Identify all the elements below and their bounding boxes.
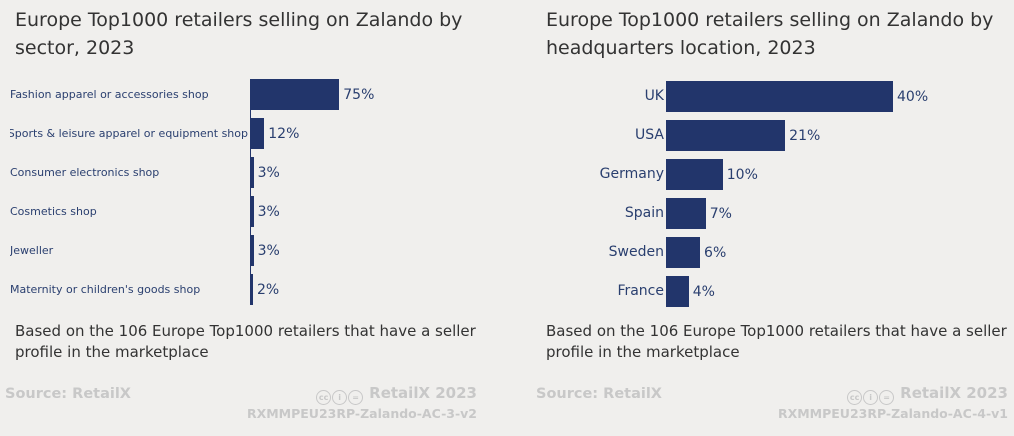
bar — [250, 79, 340, 110]
bar — [250, 235, 254, 266]
value-label: 40% — [897, 88, 929, 105]
license-icons: cc i = — [847, 390, 895, 405]
value-label: 4% — [692, 283, 715, 300]
category-label: ‎Cosmetics shop‎ — [10, 205, 97, 218]
brand-text: RetailX 2023 — [369, 384, 477, 402]
value-label: 6% — [704, 244, 727, 261]
value-label: 3% — [257, 242, 280, 259]
category-label: ‎Maternity or children's goods shop‎ — [10, 283, 201, 296]
value-label: 7% — [709, 205, 732, 222]
bar — [250, 157, 254, 188]
category-label: Spain — [624, 205, 664, 221]
category-label: USA — [635, 127, 664, 143]
source-label: Source: RetailX — [536, 386, 662, 402]
category-label: ‎Sports & leisure apparel or equipment s… — [10, 127, 248, 140]
brand-label: cc i = RetailX 2023 — [847, 384, 1008, 405]
value-label: 2% — [257, 281, 280, 298]
value-label: 3% — [257, 164, 280, 181]
value-label: 12% — [268, 125, 300, 142]
value-label: 3% — [257, 203, 280, 220]
chart-title: Europe Top1000 retailers selling on Zala… — [15, 9, 463, 59]
y-axis-line — [250, 79, 251, 305]
category-label: ‎Consumer electronics shop‎ — [10, 166, 160, 179]
chart-code: RXMMPEU23RP-Zalando-AC-4-v1 — [777, 406, 1008, 421]
cc-icon: cc — [847, 390, 863, 405]
license-icons: cc i = — [316, 390, 364, 405]
category-label: ‎Fashion apparel or accessories shop‎ — [10, 88, 209, 101]
category-label: France — [617, 283, 664, 299]
chart-panel-hq: Europe Top1000 retailers selling on Zala… — [536, 0, 1014, 436]
chart-panel-sector: Europe Top1000 retailers selling on Zala… — [5, 0, 495, 436]
bar — [250, 118, 265, 149]
category-label: UK — [644, 88, 664, 104]
bar — [666, 120, 786, 151]
category-label: Germany — [599, 166, 664, 182]
value-label: 21% — [789, 127, 821, 144]
chart-note: Based on the 106 Europe Top1000 retailer… — [546, 322, 1007, 361]
bar — [250, 274, 253, 305]
bar — [666, 276, 689, 307]
bar — [666, 81, 893, 112]
category-label: ‎Jeweller‎ — [10, 244, 54, 257]
brand-label: cc i = RetailX 2023 — [316, 384, 477, 405]
chart-code: RXMMPEU23RP-Zalando-AC-3-v2 — [246, 406, 477, 421]
value-label: 10% — [726, 166, 758, 183]
category-label: Sweden — [608, 244, 664, 260]
nd-icon: = — [879, 390, 895, 405]
brand-text: RetailX 2023 — [900, 384, 1008, 402]
chart-title: Europe Top1000 retailers selling on Zala… — [546, 9, 994, 59]
cc-icon: cc — [316, 390, 332, 405]
source-label: Source: RetailX — [5, 386, 131, 402]
by-icon: i — [863, 390, 879, 405]
bar — [250, 196, 254, 227]
nd-icon: = — [348, 390, 364, 405]
bar — [666, 237, 701, 268]
bar — [666, 198, 706, 229]
value-label: 75% — [343, 86, 375, 103]
by-icon: i — [332, 390, 348, 405]
chart-note: Based on the 106 Europe Top1000 retailer… — [15, 322, 476, 361]
bar — [666, 159, 723, 190]
